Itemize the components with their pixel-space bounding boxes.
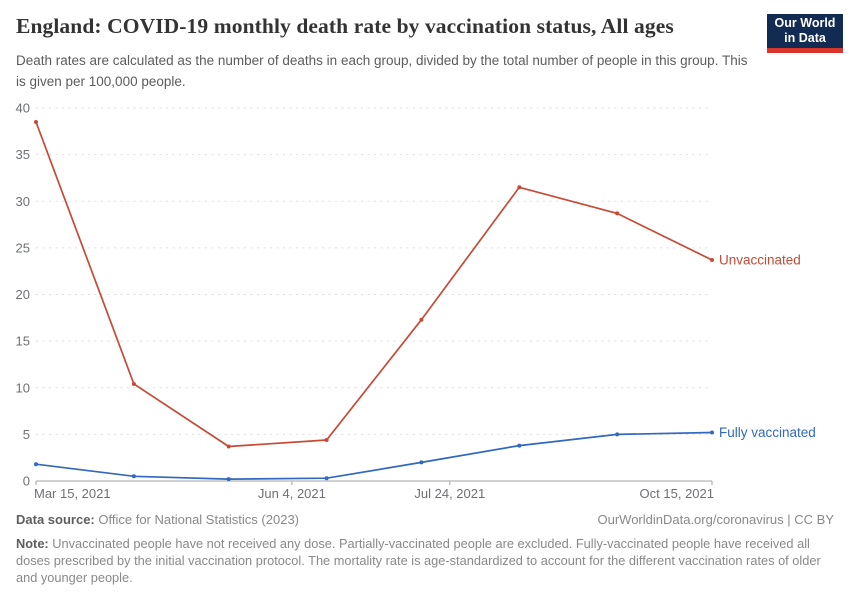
- chart-note: Note: Unvaccinated people have not recei…: [16, 535, 834, 586]
- chart-subtitle: Death rates are calculated as the number…: [16, 53, 748, 89]
- series-end-label: Unvaccinated: [719, 253, 801, 268]
- x-tick-label: Jun 4, 2021: [258, 486, 326, 501]
- y-tick-label: 30: [16, 194, 30, 209]
- x-tick-label: Jul 24, 2021: [414, 486, 485, 501]
- data-point[interactable]: [419, 317, 424, 322]
- data-point[interactable]: [419, 460, 424, 465]
- data-point[interactable]: [34, 462, 38, 467]
- y-tick-label: 25: [16, 240, 30, 255]
- data-point[interactable]: [226, 444, 231, 449]
- plot-svg: 0 5 10 15 20 25 30 35 40 Mar 15, 2021 Jun 4, 2021 J…: [16, 101, 816, 502]
- data-point[interactable]: [324, 476, 329, 481]
- owid-logo: Our World in Data: [767, 14, 843, 53]
- series-end-label: Fully vaccinated: [719, 425, 816, 440]
- data-point[interactable]: [131, 382, 136, 386]
- y-tick-label: 0: [23, 474, 30, 489]
- y-tick-label: 10: [16, 380, 30, 395]
- data-point[interactable]: [710, 258, 714, 262]
- y-tick-label: 5: [23, 427, 30, 442]
- y-tick-label: 15: [16, 334, 30, 349]
- note-text: Unvaccinated people have not received an…: [16, 536, 821, 585]
- series-line-fully-vaccinated[interactable]: [35, 431, 713, 480]
- x-tick-label: Mar 15, 2021: [34, 486, 111, 501]
- data-point[interactable]: [517, 185, 522, 190]
- chart-footer: Data source: Office for National Statist…: [16, 512, 834, 586]
- data-point[interactable]: [517, 443, 522, 448]
- chart-header: England: COVID-19 monthly death rate by …: [16, 13, 761, 92]
- y-tick-label: 20: [16, 287, 30, 302]
- attribution-link[interactable]: OurWorldinData.org/coronavirus | CC BY: [597, 512, 834, 527]
- data-point[interactable]: [615, 211, 620, 216]
- data-point[interactable]: [324, 438, 329, 442]
- data-point[interactable]: [131, 474, 136, 479]
- y-tick-label: 35: [16, 147, 30, 162]
- data-source: Data source: Office for National Statist…: [16, 512, 299, 527]
- y-tick-label: 40: [16, 101, 30, 116]
- data-point[interactable]: [226, 477, 231, 482]
- data-point[interactable]: [615, 432, 620, 437]
- owid-logo-line2: in Data: [784, 31, 826, 45]
- data-point[interactable]: [710, 430, 714, 435]
- data-point[interactable]: [34, 120, 38, 124]
- data-source-value: Office for National Statistics (2023): [98, 512, 299, 527]
- series-line-unvaccinated[interactable]: [35, 121, 713, 448]
- line-chart[interactable]: 0 5 10 15 20 25 30 35 40 Mar 15, 2021 Jun 4, 2021 J…: [0, 100, 850, 506]
- note-label: Note:: [16, 536, 49, 551]
- x-tick-label: Oct 15, 2021: [640, 486, 714, 501]
- data-source-label: Data source:: [16, 512, 95, 527]
- owid-logo-line1: Our World: [774, 16, 836, 30]
- page-title: England: COVID-19 monthly death rate by …: [16, 14, 674, 38]
